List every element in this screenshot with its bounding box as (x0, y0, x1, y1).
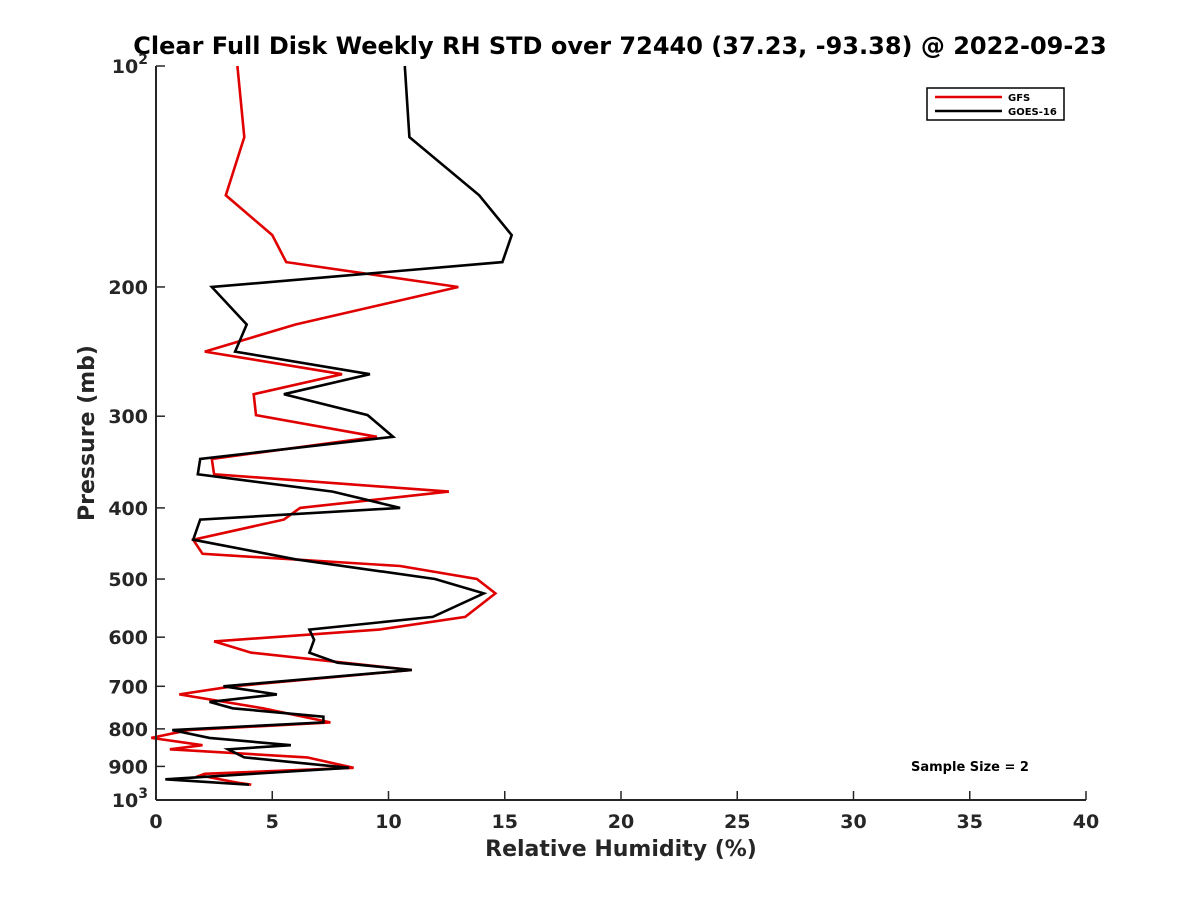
x-tick-label: 5 (266, 811, 279, 833)
y-ticks: 102 200 300 400 500 600 700 800 900 103 (108, 52, 165, 812)
series-line-gfs (151, 65, 498, 786)
x-tick-label: 30 (840, 811, 866, 833)
x-tick-label: 25 (724, 811, 750, 833)
y-tick-label: 700 (108, 676, 148, 698)
x-ticks: 0 5 10 15 20 25 30 35 40 (149, 791, 1099, 833)
x-tick-label: 40 (1073, 811, 1099, 833)
x-tick-label: 35 (957, 811, 983, 833)
y-tick-label: 500 (108, 569, 148, 591)
y-tick-label: 200 (108, 277, 148, 299)
y-tick-label: 300 (108, 406, 148, 428)
y-tick-label: 103 (112, 786, 148, 812)
x-axis-label: Relative Humidity (%) (485, 837, 757, 862)
legend: GFS GOES-16 (926, 87, 1065, 121)
legend-label-goes16: GOES-16 (1008, 107, 1057, 118)
y-tick-label: 800 (108, 719, 148, 741)
y-tick-label: 102 (112, 52, 148, 78)
x-tick-label: 15 (492, 811, 518, 833)
y-tick-label: 400 (108, 498, 148, 520)
series-layer (151, 65, 514, 786)
legend-box (926, 87, 1065, 121)
legend-label-gfs: GFS (1008, 93, 1030, 104)
chart-title: Clear Full Disk Weekly RH STD over 72440… (133, 32, 1106, 60)
x-tick-label: 10 (375, 811, 401, 833)
x-tick-label: 20 (608, 811, 634, 833)
y-axis-label: Pressure (mb) (75, 345, 100, 521)
y-tick-label: 900 (108, 756, 148, 778)
series-line-goes16 (165, 65, 514, 786)
sample-size-annotation: Sample Size = 2 (911, 760, 1029, 775)
x-tick-label: 0 (149, 811, 162, 833)
y-tick-label: 600 (108, 627, 148, 649)
